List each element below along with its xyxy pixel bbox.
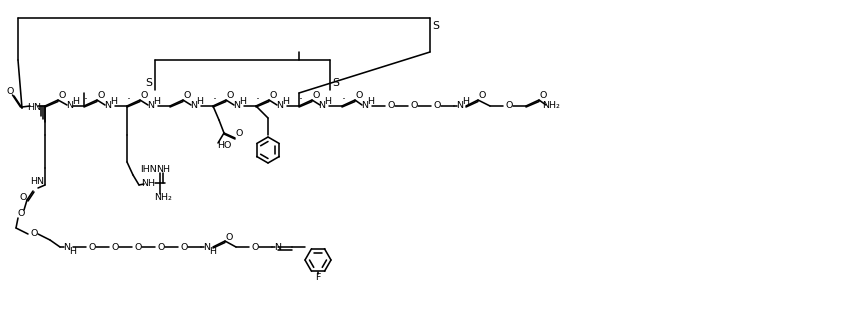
Text: ·: · [299, 93, 303, 107]
Text: S: S [146, 78, 153, 88]
Text: N: N [318, 102, 325, 111]
Text: O: O [269, 91, 277, 101]
Text: N: N [64, 243, 71, 251]
Text: ·: · [342, 93, 346, 107]
Text: N: N [362, 102, 369, 111]
Text: H: H [324, 96, 331, 106]
Text: O: O [135, 243, 142, 251]
Text: N: N [274, 243, 281, 251]
Text: O: O [19, 192, 27, 202]
Text: O: O [157, 243, 165, 251]
Text: N: N [204, 243, 211, 251]
Text: H: H [72, 96, 79, 106]
Text: N: N [66, 102, 73, 111]
Text: O: O [410, 102, 418, 111]
Text: HO: HO [217, 141, 231, 149]
Text: HN: HN [27, 103, 41, 112]
Text: O: O [433, 102, 441, 111]
Text: N: N [276, 102, 284, 111]
Text: O: O [387, 102, 394, 111]
Text: N: N [234, 102, 241, 111]
Text: O: O [226, 91, 234, 101]
Text: O: O [539, 91, 546, 101]
Text: HN: HN [30, 177, 44, 185]
Text: H: H [210, 248, 217, 256]
Text: H: H [70, 248, 77, 256]
Text: H: H [197, 96, 204, 106]
Text: NH₂: NH₂ [154, 193, 172, 203]
Text: ·: · [256, 93, 260, 107]
Text: H: H [154, 96, 161, 106]
Text: O: O [478, 91, 486, 101]
Text: NH: NH [141, 179, 155, 187]
Text: H: H [282, 96, 289, 106]
Text: NH: NH [156, 164, 170, 174]
Text: O: O [225, 234, 233, 243]
Text: O: O [111, 243, 119, 251]
Text: O: O [30, 229, 38, 239]
Text: S: S [332, 78, 339, 88]
Text: O: O [312, 91, 319, 101]
Text: O: O [141, 91, 148, 101]
Text: O: O [251, 243, 259, 251]
Text: N: N [148, 102, 154, 111]
Text: ·: · [213, 93, 217, 107]
Text: O: O [506, 102, 513, 111]
Text: O: O [17, 210, 25, 218]
Text: F: F [315, 274, 321, 282]
Text: ·: · [84, 93, 88, 107]
Text: N: N [191, 102, 198, 111]
Text: O: O [88, 243, 96, 251]
Text: H: H [463, 96, 469, 106]
Text: O: O [356, 91, 362, 101]
Text: O: O [59, 91, 66, 101]
Text: O: O [180, 243, 187, 251]
Text: H: H [110, 96, 117, 106]
Text: N: N [457, 102, 463, 111]
Text: O: O [98, 91, 104, 101]
Text: S: S [432, 21, 439, 31]
Text: H: H [240, 96, 247, 106]
Text: NH₂: NH₂ [542, 102, 560, 111]
Text: O: O [236, 129, 243, 139]
Text: IHN: IHN [140, 166, 156, 175]
Text: ·: · [127, 93, 131, 107]
Text: O: O [6, 86, 14, 95]
Text: H: H [368, 96, 375, 106]
Text: N: N [104, 102, 111, 111]
Text: O: O [183, 91, 191, 101]
